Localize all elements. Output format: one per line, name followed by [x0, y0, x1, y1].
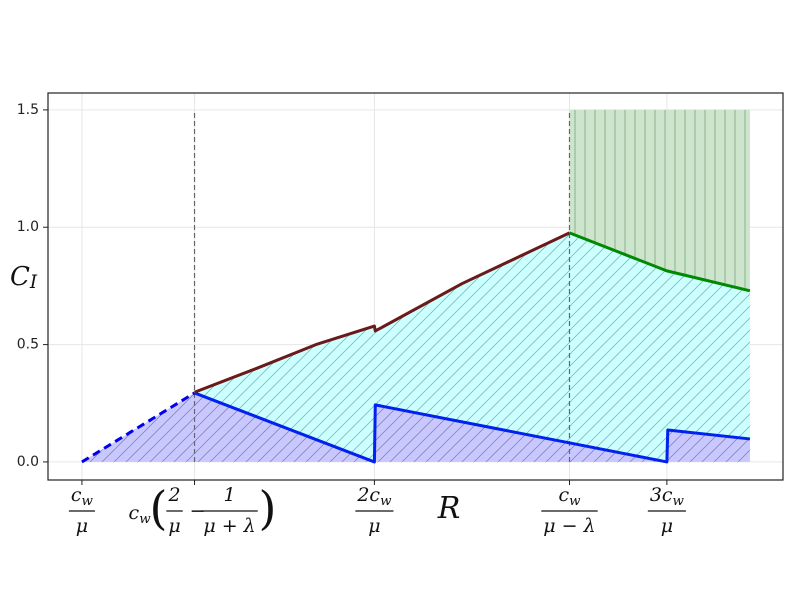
fraction-numerator: 1: [223, 484, 235, 506]
math-base: c: [129, 502, 140, 524]
math-subscript: I: [29, 272, 38, 293]
plot-area: [81, 109, 751, 464]
area-hatch: [81, 392, 750, 462]
math-base: c: [558, 484, 569, 506]
math-subscript: w: [380, 494, 392, 509]
fraction-denominator: μ + λ: [203, 515, 255, 537]
x-tick-operator: −: [190, 500, 206, 522]
math-base: 3c: [650, 484, 673, 506]
math-base: 2c: [356, 484, 380, 506]
plot-frame: [47, 92, 784, 481]
area-hatch: [569, 109, 750, 291]
fraction-numerator: 2: [167, 484, 180, 506]
fraction-numerator: cw: [558, 484, 581, 509]
paren: (: [150, 481, 168, 535]
x-tick-prefix: cw: [129, 502, 152, 527]
math-subscript: w: [673, 494, 685, 509]
math-base: C: [10, 262, 30, 292]
fraction-numerator: 3cw: [650, 484, 685, 509]
math-subscript: w: [82, 494, 94, 509]
math-subscript: w: [569, 494, 581, 509]
fraction-numerator: cw: [71, 484, 94, 509]
fraction-denominator: μ − λ: [543, 515, 595, 537]
line: [193, 231, 571, 394]
line: [81, 391, 196, 464]
y-tick-label: 1.5: [17, 102, 39, 118]
y-tick-label: 0.5: [17, 337, 39, 353]
fraction-denominator: μ: [661, 515, 673, 537]
y-tick-label: 1.0: [17, 219, 39, 235]
paren: ): [259, 481, 277, 535]
line: [568, 231, 751, 293]
line: [193, 391, 751, 464]
area-hatch: [194, 232, 750, 462]
y-tick-label: 0.0: [17, 454, 39, 470]
x-axis-label: R: [437, 491, 461, 526]
math-base: c: [71, 484, 82, 506]
fraction-denominator: μ: [76, 515, 88, 537]
fraction-numerator: 2cw: [356, 484, 392, 509]
y-axis-label: CI: [10, 262, 38, 293]
fraction-denominator: μ: [168, 515, 180, 537]
fraction-denominator: μ: [368, 515, 380, 537]
math-subscript: w: [139, 512, 151, 527]
